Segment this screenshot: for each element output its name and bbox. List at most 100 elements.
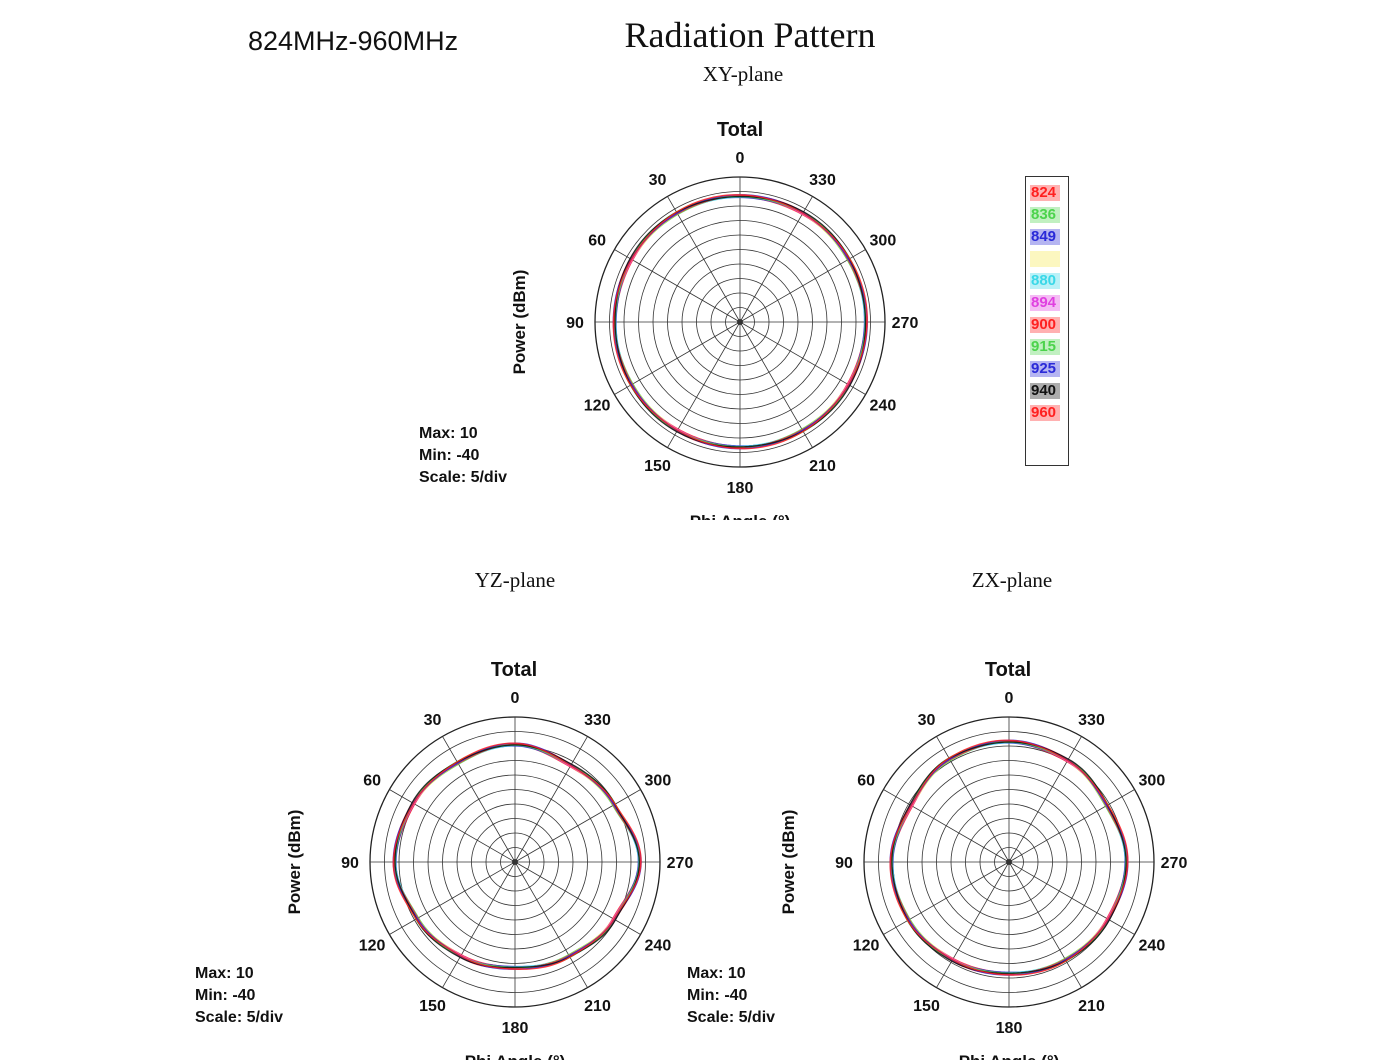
angle-tick-label: 210	[584, 998, 611, 1015]
angle-tick-label: 30	[918, 712, 936, 729]
legend-item: 915	[1030, 337, 1062, 357]
legend-swatch	[1030, 229, 1060, 245]
stat-scale: Scale: 5/div	[195, 1009, 284, 1026]
grid-spoke	[667, 321, 741, 448]
angle-tick-label: 210	[1078, 998, 1105, 1015]
chart-title-xy: Total	[716, 119, 764, 141]
stat-max: Max: 10	[195, 965, 254, 982]
grid-spoke	[883, 861, 1010, 935]
angle-axis-label: Phi Angle (°)	[465, 1052, 566, 1060]
stat-max: Max: 10	[419, 425, 478, 442]
frequency-range: 824MHz-960MHz	[248, 26, 459, 56]
angle-tick-label: 300	[645, 773, 672, 790]
angle-tick-label: 270	[667, 855, 694, 872]
legend-label: 849	[1031, 228, 1057, 245]
legend-item: 925	[1030, 359, 1062, 379]
stats-zx: Max: 10 Min: -40 Scale: 5/div	[687, 963, 775, 1029]
legend-item: 960	[1030, 403, 1062, 423]
angle-tick-label: 180	[996, 1020, 1023, 1037]
polar-chart-xy: 0 30 60 90 120 150 180 210 240 270 300 330 Power (dB…	[510, 150, 918, 520]
center-point	[512, 859, 518, 865]
grid-spoke	[1008, 861, 1135, 935]
legend-item: 836	[1030, 205, 1062, 225]
grid-spoke	[442, 736, 516, 863]
grid-spoke	[1008, 736, 1082, 863]
angle-tick-label: 30	[649, 172, 667, 189]
grid-spoke	[739, 196, 813, 323]
grid-spoke	[442, 861, 516, 988]
angle-tick-label: 240	[870, 398, 897, 415]
grid-spoke	[614, 249, 741, 323]
plane-label-zx: ZX-plane	[971, 568, 1053, 592]
stat-min: Min: -40	[195, 987, 256, 1004]
legend-label: 960	[1031, 404, 1057, 421]
angle-tick-label: 270	[1161, 855, 1188, 872]
legend-swatch	[1030, 405, 1060, 421]
angle-tick-label: 120	[853, 938, 880, 955]
stats-yz: Max: 10 Min: -40 Scale: 5/div	[195, 963, 283, 1029]
angle-tick-label: 0	[1005, 690, 1014, 707]
legend-swatch	[1030, 361, 1060, 377]
angle-tick-label: 210	[809, 458, 836, 475]
grid-spoke	[514, 861, 641, 935]
polar-chart-zx: 0 30 60 90 120 150 180 210 240 270 300 330 Power (dB…	[779, 690, 1188, 1060]
legend-swatch	[1030, 273, 1060, 289]
angle-tick-label: 240	[1139, 938, 1166, 955]
grid-spoke	[514, 736, 588, 863]
legend-swatch	[1030, 295, 1060, 311]
legend-item: 849	[1030, 227, 1062, 247]
center-point	[1006, 859, 1012, 865]
plane-label-xy: XY-plane	[702, 62, 784, 86]
angle-axis-label: Phi Angle (°)	[959, 1052, 1060, 1060]
center-point	[737, 319, 743, 325]
angle-tick-label: 330	[584, 712, 611, 729]
grid-spoke	[614, 321, 741, 395]
pattern-series-line	[392, 742, 642, 970]
stat-max: Max: 10	[687, 965, 746, 982]
angle-tick-label: 90	[341, 855, 359, 872]
grid-spoke	[739, 321, 813, 448]
legend-swatch	[1030, 251, 1060, 267]
stat-min: Min: -40	[419, 447, 480, 464]
grid-spoke	[936, 861, 1010, 988]
legend-item: 894	[1030, 293, 1062, 313]
radial-axis-label: Power (dBm)	[779, 810, 798, 915]
angle-tick-label: 300	[870, 233, 897, 250]
angle-tick-label: 300	[1139, 773, 1166, 790]
legend-label: 900	[1031, 316, 1057, 333]
legend-item: 824	[1030, 183, 1062, 203]
angle-tick-label: 150	[913, 998, 940, 1015]
angle-tick-label: 150	[644, 458, 671, 475]
angle-tick-label: 180	[727, 480, 754, 497]
grid-spoke	[739, 249, 866, 323]
legend-label: 836	[1031, 206, 1057, 223]
polar-chart-yz: 0 30 60 90 120 150 180 210 240 270 300 330 Power (dB…	[285, 690, 694, 1060]
stats-xy: Max: 10 Min: -40 Scale: 5/div	[419, 423, 507, 489]
angle-tick-label: 120	[359, 938, 386, 955]
stat-scale: Scale: 5/div	[419, 469, 508, 486]
chart-title-yz: Total	[490, 659, 538, 681]
angle-tick-label: 30	[424, 712, 442, 729]
angle-tick-label: 60	[588, 233, 606, 250]
angle-tick-label: 180	[502, 1020, 529, 1037]
legend-item: 940	[1030, 381, 1062, 401]
angle-tick-label: 60	[857, 773, 875, 790]
legend-item	[1030, 249, 1062, 269]
angle-tick-label: 330	[1078, 712, 1105, 729]
angle-tick-label: 150	[419, 998, 446, 1015]
stat-min: Min: -40	[687, 987, 748, 1004]
angle-tick-label: 90	[566, 315, 584, 332]
legend-label: 880	[1031, 272, 1057, 289]
grid-spoke	[514, 861, 588, 988]
radial-axis-label: Power (dBm)	[285, 810, 304, 915]
legend-label: 925	[1031, 360, 1057, 377]
legend-label: 894	[1031, 294, 1057, 311]
grid-spoke	[1008, 789, 1135, 863]
angle-tick-label: 0	[736, 150, 745, 167]
angle-tick-label: 60	[363, 773, 381, 790]
legend-item: 900	[1030, 315, 1062, 335]
pattern-series-line	[889, 739, 1129, 976]
legend-swatch	[1030, 317, 1060, 333]
legend: 824 836 849 880 894 900 915 925 940 960	[1025, 176, 1069, 466]
angle-tick-label: 240	[645, 938, 672, 955]
